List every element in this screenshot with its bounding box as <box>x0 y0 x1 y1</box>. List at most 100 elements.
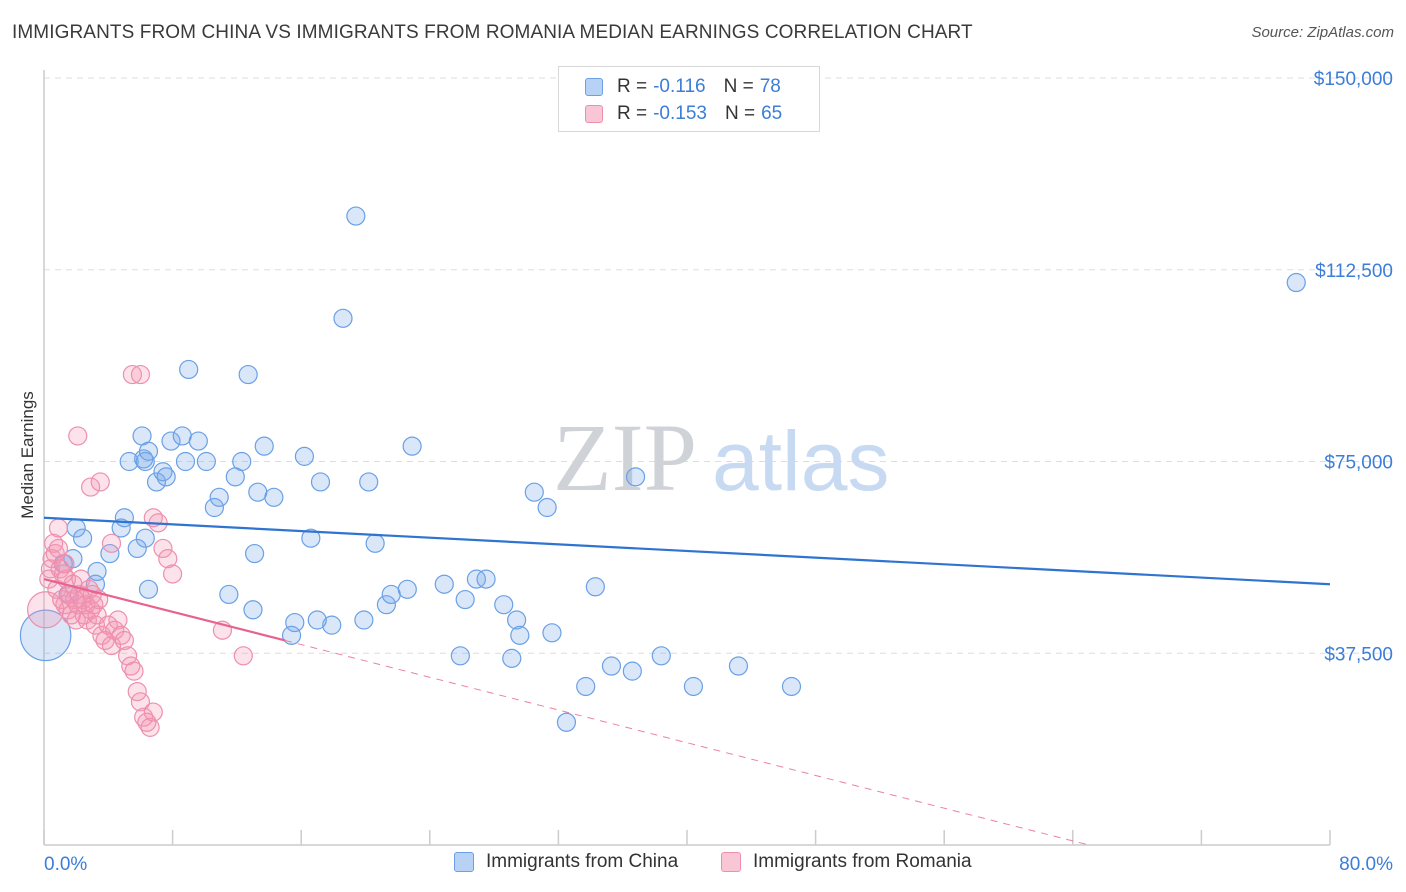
china-point <box>322 615 342 635</box>
n-label: N = <box>724 103 756 124</box>
china-point <box>111 518 131 538</box>
china-point <box>204 497 224 518</box>
china-point <box>346 206 366 226</box>
romania-point <box>130 692 151 712</box>
china-point <box>507 610 527 630</box>
china-point <box>1286 272 1306 293</box>
romania-point <box>42 549 62 569</box>
grid-lines <box>44 77 1395 654</box>
china-point <box>175 451 196 472</box>
trend-line-romania-extrapolated <box>285 639 1089 846</box>
axes <box>43 70 1331 846</box>
china-point <box>381 584 401 605</box>
china-point <box>494 595 514 615</box>
china-point <box>100 543 120 564</box>
romania-point <box>81 600 101 620</box>
x-tick-label-min: 0.0% <box>44 854 87 875</box>
r-label: R = <box>617 76 648 97</box>
china-point <box>502 648 522 668</box>
romania-point <box>233 646 253 666</box>
china-point <box>728 656 749 676</box>
romania-point <box>72 589 93 610</box>
china-point <box>585 577 605 597</box>
china-point <box>156 467 176 487</box>
china-point <box>188 431 208 451</box>
china-point <box>72 528 93 548</box>
trend-line-romania <box>43 578 286 642</box>
china-point <box>127 538 147 559</box>
china-point <box>196 451 216 472</box>
trend-line-china <box>43 516 1331 586</box>
china-point <box>542 623 562 643</box>
romania-point <box>48 518 69 538</box>
r-value-china: -0.116 <box>653 76 706 97</box>
china-point <box>450 646 470 666</box>
romania-point <box>68 426 88 446</box>
china-point <box>781 676 802 697</box>
legend-item-china[interactable]: Immigrants from China <box>454 851 678 873</box>
romania-point <box>90 472 110 492</box>
legend-swatch-romania <box>721 852 741 872</box>
china-point <box>243 600 263 620</box>
china-point <box>376 595 396 615</box>
romania-point <box>124 661 144 681</box>
china-point <box>333 308 353 328</box>
china-point <box>248 482 268 502</box>
romania-point <box>134 707 154 727</box>
china-point <box>354 610 374 630</box>
romania-point <box>140 717 160 737</box>
n-label: N = <box>723 76 754 97</box>
correlation-legend: R = -0.116 N = 78 R = -0.153 N = 65 <box>558 66 820 132</box>
china-point <box>135 528 155 548</box>
china-point <box>537 497 557 518</box>
legend-label-romania: Immigrants from Romania <box>753 851 972 872</box>
china-point <box>510 625 530 645</box>
y-tick-label: $150,000 <box>1314 69 1393 90</box>
china-point <box>238 364 258 385</box>
china-point <box>365 533 385 553</box>
china-point <box>135 451 155 472</box>
series-romania-points <box>27 364 253 737</box>
china-point <box>625 467 646 487</box>
china-point <box>179 359 199 380</box>
y-axis-label: Median Earnings <box>18 391 37 519</box>
china-point <box>455 589 475 610</box>
romania-point <box>101 635 122 656</box>
china-point <box>601 656 622 676</box>
china-point <box>114 508 134 528</box>
china-point <box>359 472 379 492</box>
chart-title: IMMIGRANTS FROM CHINA VS IMMIGRANTS FROM… <box>12 22 973 43</box>
y-tick-label: $112,500 <box>1315 261 1393 282</box>
source-label: Source: ZipAtlas.com <box>1251 24 1394 41</box>
romania-point <box>45 543 65 564</box>
china-point <box>307 610 327 630</box>
romania-point <box>121 656 141 676</box>
china-point <box>119 451 139 472</box>
romania-point <box>122 364 143 385</box>
romania-point <box>130 364 151 385</box>
china-point <box>153 462 173 482</box>
r-label: R = <box>617 103 648 124</box>
romania-point <box>137 712 157 732</box>
tick-labels: $37,500 $75,000 $112,500 $150,000 0.0% 80.0% <box>44 69 1393 875</box>
watermark-zip: ZIP <box>553 404 697 511</box>
china-point <box>161 431 181 451</box>
romania-point <box>127 681 147 702</box>
series-legend: Immigrants from China Immigrants from Ro… <box>0 851 1406 877</box>
n-value-china: 78 <box>759 76 781 97</box>
china-point <box>146 472 167 492</box>
china-point <box>476 569 496 589</box>
romania-point <box>108 610 128 630</box>
watermark-atlas: atlas <box>712 414 889 508</box>
romania-point <box>98 615 118 635</box>
n-value-romania: 65 <box>761 103 783 124</box>
trend-lines <box>43 516 1331 846</box>
romania-point <box>114 630 134 651</box>
legend-item-romania[interactable]: Immigrants from Romania <box>721 851 972 873</box>
china-point <box>434 574 454 594</box>
legend-row-romania: R = -0.153 N = 65 <box>585 102 800 126</box>
romania-point <box>105 620 125 640</box>
legend-swatch-china <box>585 78 603 96</box>
china-point <box>683 676 704 697</box>
